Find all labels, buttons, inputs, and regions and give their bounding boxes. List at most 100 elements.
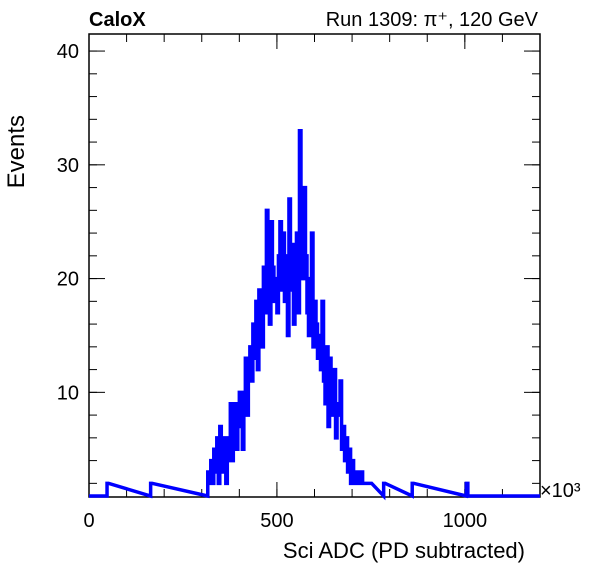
histogram-bin: [299, 131, 301, 496]
x-axis-title: Sci ADC (PD subtracted): [283, 538, 525, 563]
histogram-bin: [412, 483, 414, 496]
experiment-label: CaloX: [89, 9, 146, 31]
y-tick-label: 10: [57, 382, 79, 404]
histogram-bin: [293, 324, 295, 496]
histogram-bin: [328, 426, 330, 496]
histogram-bin: [256, 301, 258, 496]
histogram-bin: [304, 188, 306, 496]
histogram-bin: [218, 483, 220, 496]
histogram-bin: [305, 256, 307, 496]
histogram-bin: [313, 347, 315, 496]
histogram-bin: [272, 267, 274, 496]
histogram-bin: [287, 335, 289, 496]
histogram-bin: [324, 381, 326, 496]
histogram-bin: [284, 301, 286, 496]
histogram-bin: [370, 483, 372, 496]
histogram-bin: [342, 449, 344, 496]
histogram-bin: [343, 426, 345, 496]
histogram-bin: [351, 483, 353, 496]
histogram-bin: [269, 324, 271, 496]
histogram-bin: [248, 370, 250, 496]
histogram-bin: [322, 301, 324, 496]
histogram-bin: [241, 415, 243, 496]
y-tick-label: 30: [57, 155, 79, 177]
histogram-bin: [348, 472, 350, 496]
histogram-bin: [280, 222, 282, 496]
histogram-bin: [337, 404, 339, 496]
histogram-bin: [212, 483, 214, 496]
histogram-bin: [334, 370, 336, 496]
histogram-bin: [330, 358, 332, 496]
histogram-bin: [226, 483, 228, 496]
histogram-bin: [274, 301, 276, 496]
y-tick-label: 20: [57, 269, 79, 291]
histogram-bin: [384, 483, 386, 496]
x-tick-label: 1000: [443, 510, 488, 532]
histogram-bin: [236, 449, 238, 496]
x-tick-label: 0: [83, 510, 94, 532]
histogram-bin: [360, 483, 362, 496]
histogram-bin: [281, 290, 283, 496]
histogram-bin: [260, 335, 262, 496]
histogram-bin: [301, 210, 303, 496]
histogram-bin: [358, 483, 360, 496]
histogram-series: [89, 128, 540, 501]
histogram-bin: [277, 313, 279, 496]
histogram-bin: [325, 404, 327, 496]
run-label: Run 1309: π⁺, 120 GeV: [326, 9, 539, 31]
histogram-bin: [327, 347, 329, 496]
histogram-bin: [310, 279, 312, 496]
histogram-bin: [307, 313, 309, 496]
histogram-bin: [244, 392, 246, 496]
histogram-bin: [321, 370, 323, 496]
histogram-bin: [235, 404, 237, 496]
histogram-bin: [151, 483, 153, 496]
histogram-bin: [229, 438, 231, 496]
histogram-bin: [224, 438, 226, 496]
histogram-bin: [263, 267, 265, 496]
histogram-bin: [316, 324, 318, 496]
histogram-bin: [333, 415, 335, 496]
histogram-bin: [352, 461, 354, 496]
histogram-bin: [107, 483, 109, 496]
histogram-bin: [208, 472, 210, 496]
histogram-bin: [239, 392, 241, 496]
histogram-bin: [278, 256, 280, 496]
histogram-bin: [242, 449, 244, 496]
histogram-bin: [214, 449, 216, 496]
histogram-bin: [211, 461, 213, 496]
y-axis-title: Events: [3, 115, 30, 188]
histogram-bin: [298, 313, 300, 496]
histogram-bin: [268, 256, 270, 496]
y-tick-label: 40: [57, 41, 79, 63]
histogram-bin: [466, 483, 468, 496]
histogram-bin: [253, 324, 255, 496]
histogram-bin: [349, 449, 351, 496]
histogram-bin: [369, 483, 371, 496]
histogram-bin: [336, 438, 338, 496]
histogram-bin: [296, 233, 298, 496]
histogram-bin: [308, 335, 310, 496]
histogram-bin: [247, 415, 249, 496]
histogram-bin: [250, 347, 252, 496]
histogram-bin: [355, 483, 357, 496]
histogram-bin: [340, 381, 342, 496]
histogram-bin: [363, 483, 365, 496]
histogram-bin: [366, 483, 368, 496]
histogram-bin: [345, 461, 347, 496]
histogram-bin: [286, 256, 288, 496]
histogram-bin: [292, 244, 294, 496]
tick-marks: [88, 34, 541, 497]
histogram-bin: [346, 438, 348, 496]
histogram-bin: [275, 279, 277, 496]
histogram-bin: [259, 290, 261, 496]
histogram-bin: [302, 279, 304, 496]
histogram-bin: [221, 461, 223, 496]
histogram-bin: [361, 472, 363, 496]
histogram-bin: [331, 392, 333, 496]
histogram-bin: [245, 358, 247, 496]
histogram-bin: [215, 472, 217, 496]
histogram-bin: [311, 233, 313, 496]
